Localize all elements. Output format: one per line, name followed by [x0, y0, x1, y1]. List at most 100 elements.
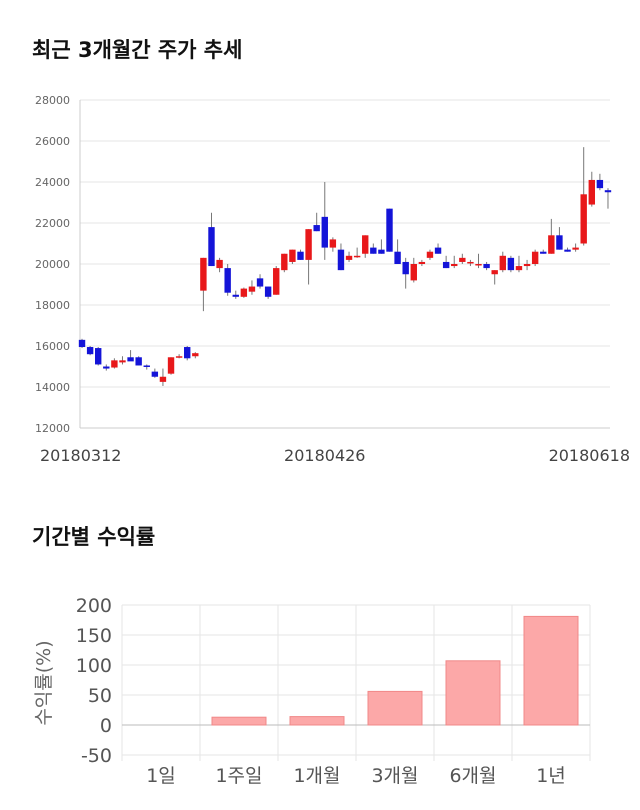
candle-body: [216, 259, 223, 269]
candle-body: [378, 249, 385, 254]
candle-body: [264, 286, 272, 297]
candle-body: [297, 251, 304, 260]
x-tick-label: 3개월: [371, 765, 418, 787]
y-tick-label: 20000: [35, 258, 70, 271]
candle-body: [127, 357, 134, 362]
x-tick-label: 1년: [536, 765, 566, 787]
y-tick-label: 24000: [35, 176, 70, 189]
candle-body: [240, 288, 248, 297]
y-tick-label: 14000: [35, 381, 70, 394]
candle-body: [329, 239, 337, 248]
candle-body: [491, 270, 498, 275]
candle-body: [86, 347, 94, 355]
return-bar: [289, 716, 345, 726]
candle-body: [596, 179, 604, 189]
candle-body: [289, 249, 296, 262]
candle-body: [442, 261, 450, 269]
candle-body: [345, 255, 353, 260]
y-tick-label: 200: [76, 595, 112, 617]
candle-body: [143, 365, 150, 367]
candle-body: [321, 216, 328, 248]
candle-body: [119, 360, 126, 363]
candlestick-chart: 12000 14000 16000 18000 20000 22000 24000 26000…: [35, 94, 630, 465]
candle-body: [515, 266, 523, 271]
y-tick-label: 22000: [35, 217, 70, 230]
candle-body: [548, 235, 555, 254]
x-tick-label: 6개월: [449, 765, 496, 787]
y-tick-label: 0: [100, 715, 112, 737]
candle-body: [78, 339, 86, 348]
candle-body: [167, 357, 175, 374]
return-bar: [367, 690, 423, 726]
candle-body: [540, 251, 547, 254]
candle-body: [337, 249, 345, 271]
candle-body: [523, 264, 531, 267]
candle-body: [604, 190, 612, 193]
candle-body: [95, 348, 102, 365]
candle-body: [475, 264, 482, 266]
candle-body: [184, 347, 191, 359]
candle-body: [111, 360, 118, 368]
candle-body: [467, 261, 474, 264]
candle-body: [402, 261, 409, 275]
candle-body: [281, 253, 288, 271]
candle-body: [588, 179, 595, 205]
candle-body: [200, 257, 207, 291]
x-tick-label: 1일: [146, 765, 176, 787]
return-bar: [523, 615, 579, 726]
y-tick-label: 26000: [35, 135, 70, 148]
candle-body: [370, 247, 377, 254]
y-axis-label: 수익률(%): [33, 640, 55, 725]
x-tick-label: 1개월: [293, 765, 340, 787]
candle-body: [386, 208, 393, 252]
x-tick-label: 20180618: [549, 446, 630, 465]
y-tick-label: 12000: [35, 422, 70, 435]
candle-body: [208, 227, 215, 267]
candle-body: [175, 356, 183, 358]
candle-body: [273, 268, 280, 295]
candle-body: [313, 225, 320, 232]
y-tick-label: -50: [81, 745, 112, 767]
candle-body: [418, 261, 426, 264]
candle-body: [135, 357, 142, 366]
x-tick-label: 1주일: [215, 765, 262, 787]
candle-body: [192, 353, 199, 357]
return-bar: [211, 716, 267, 726]
y-tick-label: 18000: [35, 299, 70, 312]
candle-body: [353, 255, 361, 258]
candle-body: [499, 255, 506, 271]
candle-body: [580, 194, 587, 244]
y-tick-label: 50: [88, 685, 112, 707]
candle-body: [459, 257, 466, 262]
candle-body: [572, 247, 579, 250]
candle-body: [394, 251, 401, 264]
candle-body: [426, 251, 434, 258]
candle-body: [556, 235, 563, 250]
x-tick-label: 20180426: [284, 446, 365, 465]
return-bar: [445, 660, 501, 726]
y-tick-label: 150: [76, 625, 112, 647]
candle-body: [434, 247, 442, 254]
candle-body: [305, 229, 312, 260]
candle-body: [224, 268, 231, 293]
candle-body: [151, 371, 159, 377]
candle-body: [483, 264, 490, 269]
candle-body: [410, 264, 417, 281]
candle-body: [451, 264, 458, 267]
x-tick-label: 20180312: [40, 446, 121, 465]
candle-body: [507, 257, 515, 271]
candle-body: [103, 366, 110, 369]
stock-trend-title: 최근 3개월간 주가 추세: [32, 38, 243, 62]
y-tick-label: 100: [76, 655, 112, 677]
candle-body: [248, 286, 256, 292]
candle-body: [362, 235, 369, 254]
y-tick-label: 16000: [35, 340, 70, 353]
candle-body: [531, 251, 539, 264]
candle-body: [159, 376, 167, 382]
candle-body: [256, 278, 264, 287]
y-tick-label: 28000: [35, 94, 70, 107]
period-returns-title: 기간별 수익률: [32, 525, 156, 549]
candle-body: [564, 249, 571, 252]
candle-body: [232, 294, 239, 297]
